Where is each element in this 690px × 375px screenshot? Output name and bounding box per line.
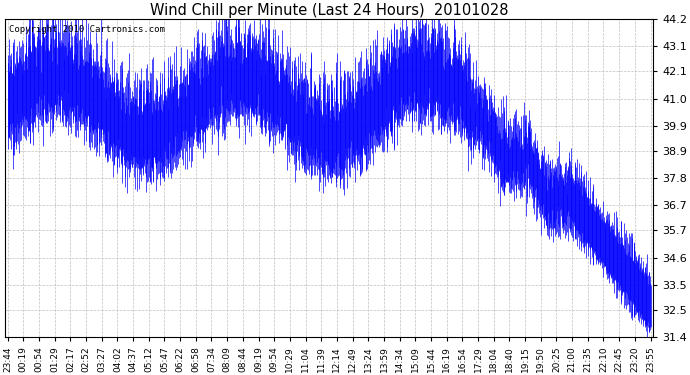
Text: Copyright 2010 Cartronics.com: Copyright 2010 Cartronics.com — [9, 25, 164, 34]
Title: Wind Chill per Minute (Last 24 Hours)  20101028: Wind Chill per Minute (Last 24 Hours) 20… — [150, 3, 509, 18]
